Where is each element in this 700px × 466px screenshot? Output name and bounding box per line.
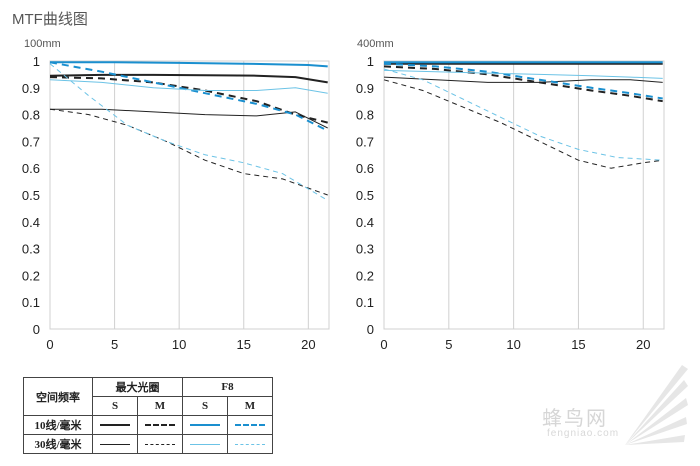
legend-group-f8: F8 — [182, 377, 273, 397]
y-tick-label-1-3: 0.3 — [356, 242, 374, 257]
x-tick-label-1-3: 15 — [571, 337, 585, 352]
y-tick-label-0-5: 0.5 — [22, 188, 40, 203]
y-tick-label-0-9: 0.9 — [22, 81, 40, 96]
y-tick-label-0-4: 0.4 — [22, 215, 40, 230]
y-tick-label-0-2: 0.2 — [22, 268, 40, 283]
chart-100mm-subtitle: 100mm — [24, 38, 61, 50]
series-line-0-f8-10-s — [50, 61, 328, 68]
y-tick-label-1-5: 0.5 — [356, 188, 374, 203]
y-tick-label-0-8: 0.8 — [22, 108, 40, 123]
legend-group-max-aperture: 最大光圈 — [92, 377, 183, 397]
watermark-subtext: fengniao.com — [547, 428, 620, 439]
legend-swatch-f8-10-s — [182, 415, 228, 435]
page-title: MTF曲线图 — [12, 11, 88, 28]
y-tick-label-1-6: 0.6 — [356, 161, 374, 176]
x-tick-label-0-3: 15 — [237, 337, 251, 352]
y-tick-label-1-8: 0.8 — [356, 108, 374, 123]
legend-swatch-f8-10-m — [227, 415, 273, 435]
series-line-0-max-30-m — [49, 108, 328, 196]
y-tick-label-1-0: 0 — [367, 322, 374, 337]
x-tick-label-0-4: 20 — [301, 337, 315, 352]
x-tick-label-1-0: 0 — [380, 337, 387, 352]
legend-table: 空间频率 最大光圈 F8 S M S M 10线/毫米 30线/毫米 — [23, 377, 273, 454]
x-tick-label-1-4: 20 — [636, 337, 650, 352]
legend-f8-m: M — [227, 396, 273, 416]
y-tick-label-1-4: 0.4 — [356, 215, 374, 230]
x-tick-label-0-1: 5 — [111, 337, 118, 352]
legend-row-10lp: 10线/毫米 — [23, 415, 93, 435]
legend-swatch-f8-30-m — [227, 434, 273, 454]
legend-row-30lp: 30线/毫米 — [23, 434, 93, 454]
series-line-1-f8-30-m — [383, 68, 663, 161]
x-tick-label-1-2: 10 — [506, 337, 520, 352]
series-line-0-max-30-s — [50, 108, 328, 129]
series-line-0-f8-30-m — [49, 63, 328, 201]
y-tick-label-0-1: 0.1 — [22, 295, 40, 310]
plot-frame-0 — [49, 60, 330, 330]
plot-frame-1 — [383, 60, 665, 330]
series-line-0-f8-10-m — [49, 61, 329, 132]
watermark-text: 蜂鸟网 — [542, 408, 608, 430]
legend-swatch-max-10-m — [137, 415, 183, 435]
series-line-1-max-30-s — [383, 76, 663, 83]
legend-header-frequency: 空间频率 — [23, 377, 93, 416]
x-tick-label-0-2: 10 — [172, 337, 186, 352]
series-line-1-f8-10-m — [383, 62, 663, 100]
legend-f8-s: S — [182, 396, 228, 416]
watermark-logo — [625, 365, 688, 445]
legend-swatch-f8-30-s — [182, 434, 228, 454]
x-tick-label-1-1: 5 — [445, 337, 452, 352]
series-line-0-max-10-s — [49, 73, 328, 84]
y-tick-label-0-7: 0.7 — [22, 134, 40, 149]
series-line-0-max-10-m — [49, 76, 328, 124]
y-tick-label-1-2: 0.2 — [356, 268, 374, 283]
y-tick-label-1-9: 0.9 — [356, 81, 374, 96]
x-tick-label-0-0: 0 — [46, 337, 53, 352]
legend-max-s: S — [92, 396, 138, 416]
y-tick-label-0-6: 0.6 — [22, 161, 40, 176]
series-line-1-max-30-m — [383, 79, 663, 169]
legend-max-m: M — [137, 396, 183, 416]
legend-swatch-max-30-m — [137, 434, 183, 454]
series-line-1-f8-30-s — [383, 69, 663, 79]
chart-400mm-subtitle: 400mm — [357, 38, 394, 50]
y-tick-label-1-7: 0.7 — [356, 134, 374, 149]
y-tick-label-0-0: 0 — [33, 322, 40, 337]
y-tick-label-0-10: 1 — [33, 54, 40, 69]
legend-swatch-max-10-s — [92, 415, 138, 435]
y-tick-label-1-1: 0.1 — [356, 295, 374, 310]
y-tick-label-1-10: 1 — [367, 54, 374, 69]
y-tick-label-0-3: 0.3 — [22, 242, 40, 257]
series-line-0-f8-30-s — [49, 79, 328, 94]
legend-swatch-max-30-s — [92, 434, 138, 454]
